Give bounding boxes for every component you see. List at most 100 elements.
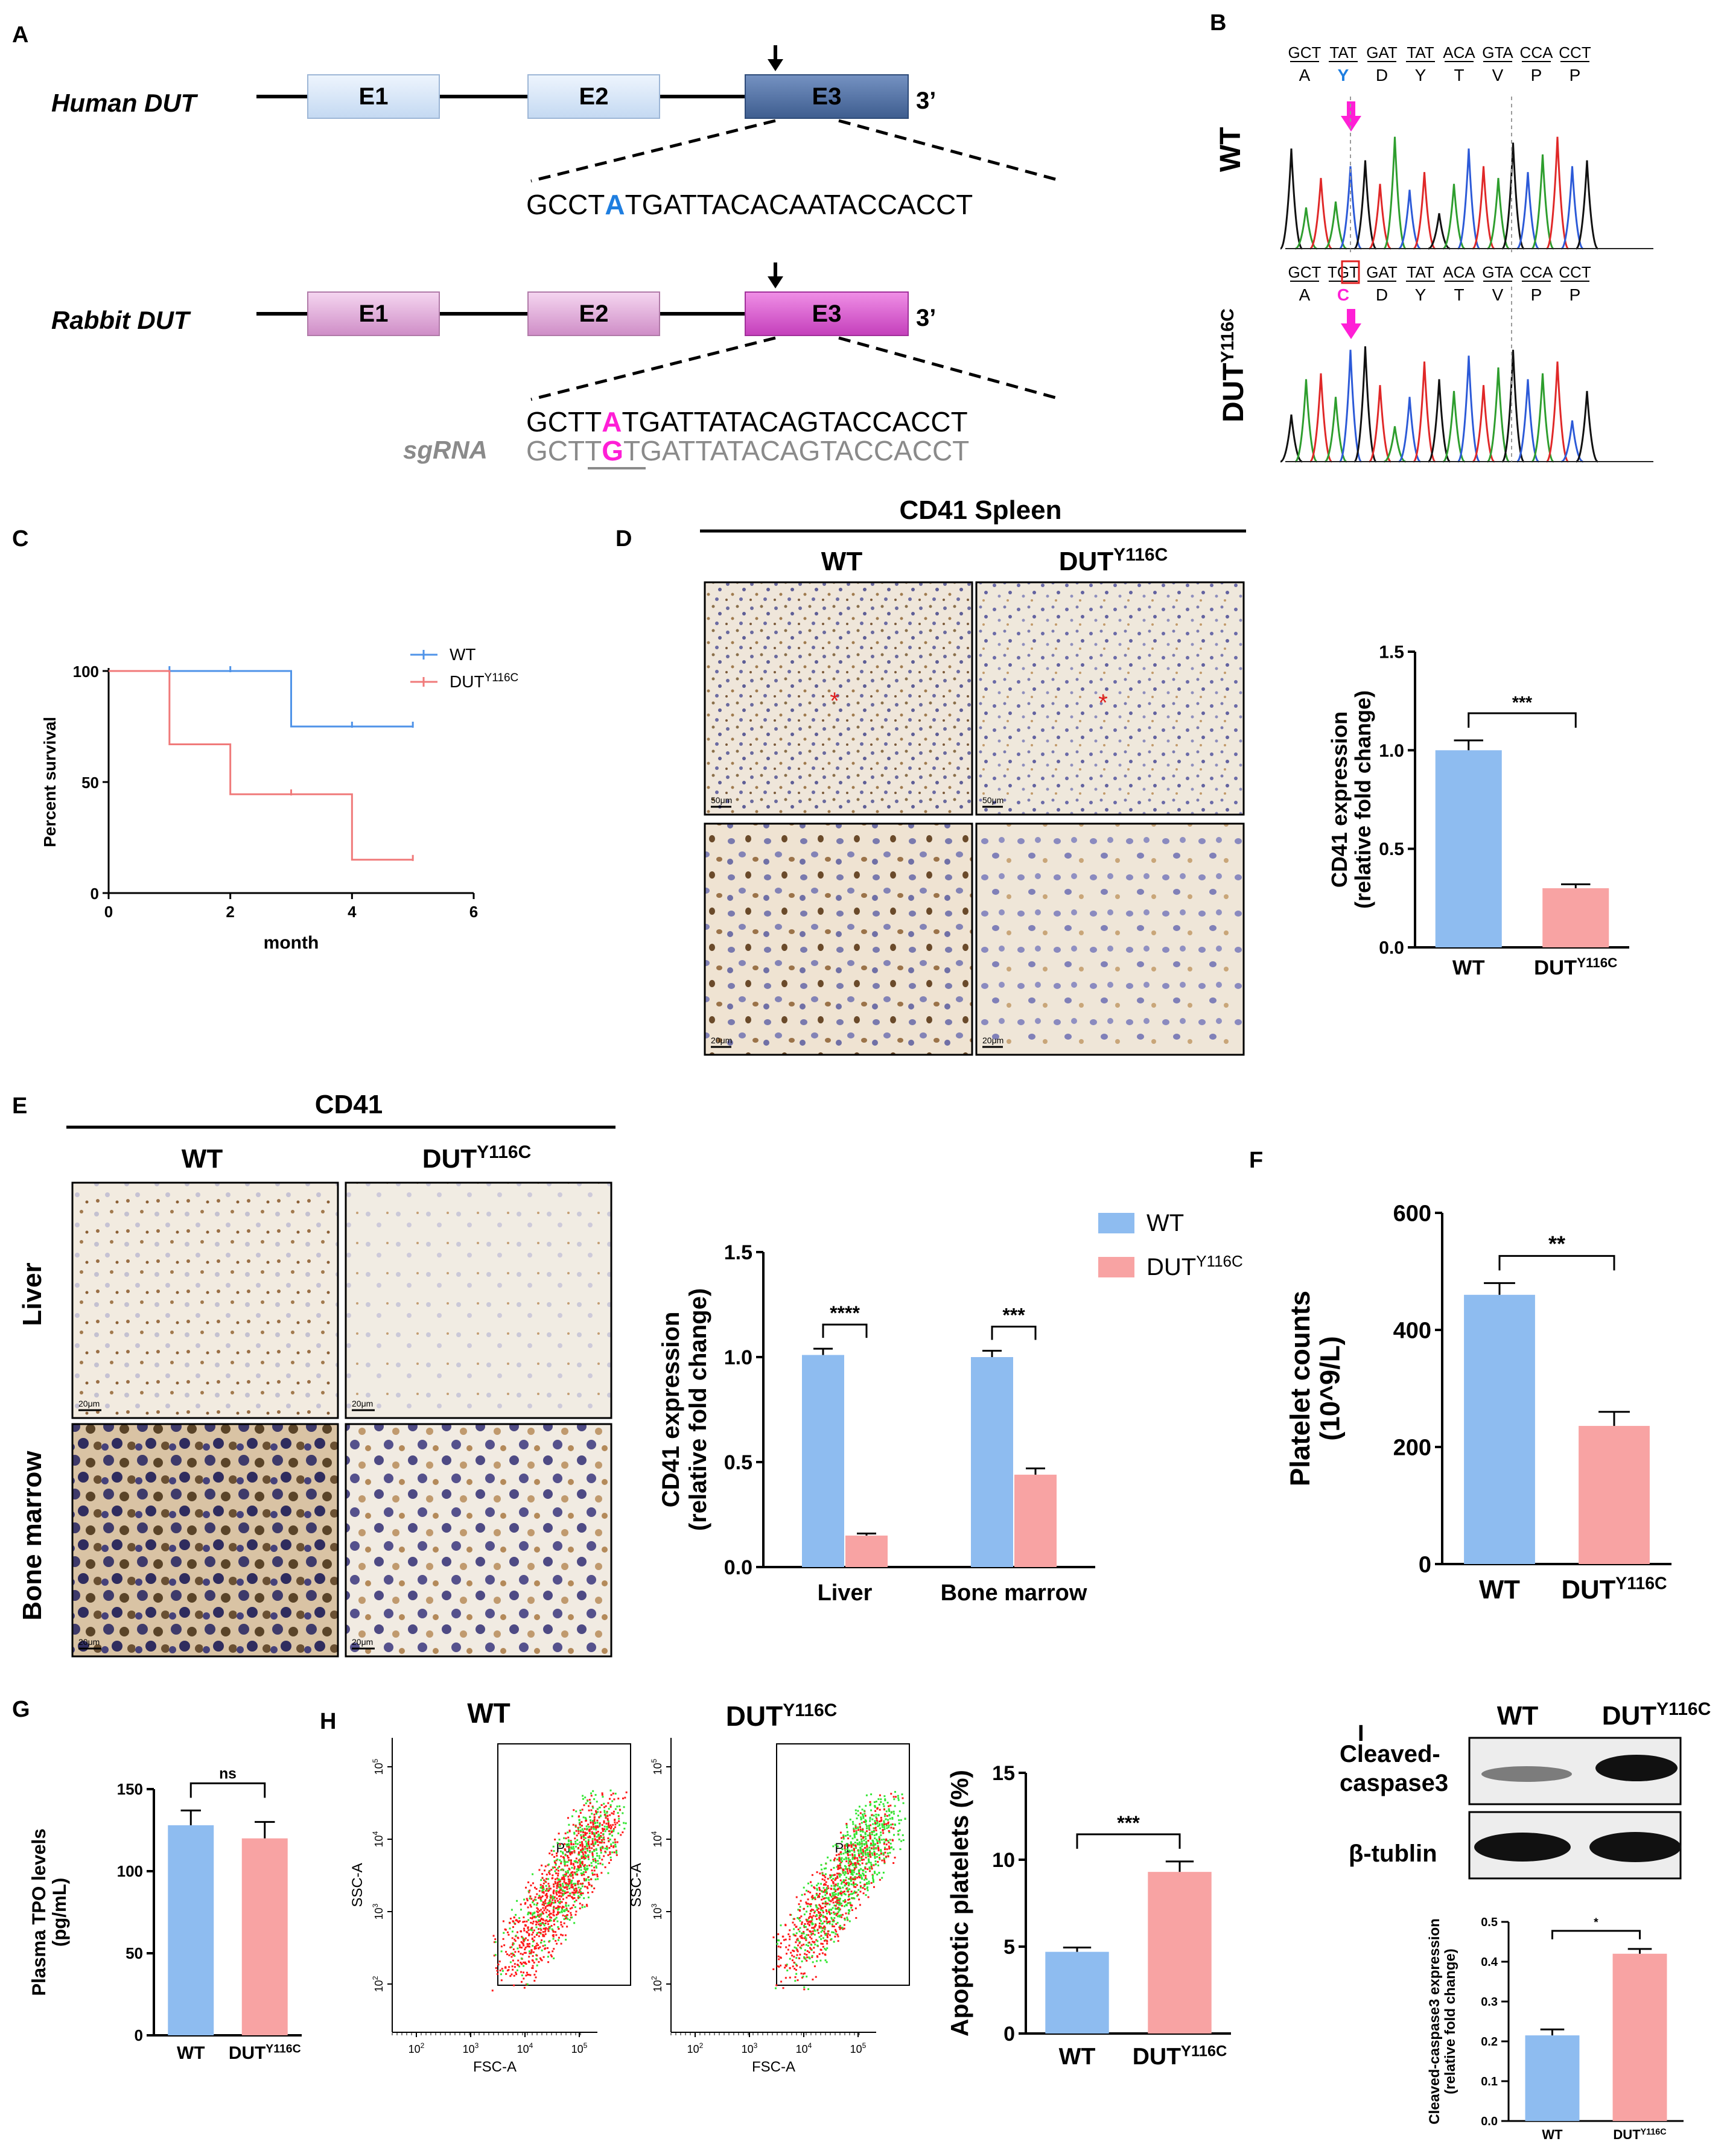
amino-acid: P <box>1570 285 1581 304</box>
bar-dut <box>1579 1426 1650 1564</box>
apoptotic-platelet-bar-chart: 0 5 10 15 WT DUTY116C *** Apoptotic platelets (… <box>946 1762 1231 2070</box>
legend-swatch-wt <box>1098 1213 1134 1233</box>
sgrna-label: sgRNA <box>403 436 488 464</box>
flow-gate <box>776 1743 910 1986</box>
flow-y-tick-label: 102 <box>650 1976 664 1992</box>
human-3prime-label: 3’ <box>916 87 936 114</box>
panel-d-label: D <box>615 526 632 552</box>
y-axis-label: Percent survival <box>40 717 59 847</box>
trace-peak <box>1546 136 1569 250</box>
amino-acid: D <box>1376 66 1388 84</box>
panel-h: H WT DUTY116C 102102103103104104105105FS… <box>320 1697 1231 2075</box>
mut-follicle-asterisk-icon: * <box>1098 690 1108 716</box>
flow-y-tick-label: 102 <box>371 1976 385 1992</box>
trace-peak <box>1309 177 1332 250</box>
y-tick-label: 5 <box>1003 1936 1015 1959</box>
panel-i: I WT DUTY116C Cleaved- caspase3 β-tublin… <box>1340 1699 1711 2142</box>
y-tick-label: 200 <box>1393 1435 1431 1460</box>
significance-bracket <box>1551 1930 1641 1939</box>
significance-label: ** <box>1548 1231 1565 1256</box>
panel-e-title: CD41 <box>315 1090 383 1119</box>
blot1-label-line2: caspase3 <box>1340 1770 1448 1796</box>
y-tick-label: 0.0 <box>1379 938 1404 958</box>
bar-wt <box>1464 1294 1535 1564</box>
flow-y-tick-label: 105 <box>371 1758 385 1775</box>
y-tick-label: 1.5 <box>724 1241 752 1264</box>
flow-gate <box>497 1743 631 1986</box>
amino-acid: A <box>1299 285 1311 304</box>
trace-peak <box>1457 148 1480 250</box>
amino-acid: C <box>1337 285 1349 304</box>
spleen-cd41-bar-chart: 0.0 0.5 1.0 1.5 WT DUTY116C *** CD41 expression… <box>1327 643 1629 979</box>
trace-peak <box>1280 148 1303 250</box>
y-tick-label: 0.5 <box>724 1451 752 1474</box>
y-tick-label: 50 <box>81 774 99 792</box>
codon: TAT <box>1407 263 1434 281</box>
y-axis-label: Apoptotic platelets (%) <box>946 1770 973 2037</box>
flow-title-mut: DUTY116C <box>726 1700 838 1732</box>
amino-acid: P <box>1531 66 1542 84</box>
panel-i-label: I <box>1358 1721 1364 1746</box>
blot1-label-line1: Cleaved- <box>1340 1741 1440 1767</box>
panel-b: B WT DUTY116C GCTATATYGATDTATYACATGTAVCC… <box>1210 10 1653 463</box>
codon: GTA <box>1482 263 1513 281</box>
y-axis-label: Plasma TPO levels <box>28 1828 49 1995</box>
flow-y-tick-label: 103 <box>650 1903 664 1919</box>
category-label: DUTY116C <box>1561 1574 1667 1604</box>
legend-label-wt: WT <box>450 645 476 664</box>
category-label: WT <box>1542 2127 1563 2142</box>
panel-e-label: E <box>12 1093 27 1119</box>
band-wt-tubulin <box>1474 1833 1571 1862</box>
y-tick-label: 0 <box>1003 2023 1015 2046</box>
flow-x-tick-label: 103 <box>463 2041 479 2055</box>
band-mut-tubulin <box>1589 1832 1681 1862</box>
panel-d-col-wt: WT <box>821 547 863 576</box>
significance-label: * <box>1594 1916 1598 1929</box>
trace-peak <box>1353 160 1377 250</box>
wt-pointer-arrow-icon <box>1341 101 1361 132</box>
x-tick-label: 0 <box>104 903 113 921</box>
rabbit-exon-2 <box>527 291 660 336</box>
flow-y-tick-label: 104 <box>650 1831 664 1847</box>
flow-y-label: SSC-A <box>628 1863 644 1907</box>
scale-label-e4: 20μm <box>352 1637 373 1647</box>
human-zoom-line-right <box>838 119 1063 183</box>
y-axis-label-units: (relative fold change) <box>685 1288 711 1531</box>
scale-label-e2: 20μm <box>352 1399 373 1408</box>
rabbit-arrow-icon <box>768 262 783 288</box>
significance-bracket <box>1076 1833 1181 1849</box>
codon: GCT <box>1288 263 1321 281</box>
flow-title-wt: WT <box>467 1697 510 1729</box>
significance-label: *** <box>1117 1812 1140 1834</box>
panel-b-wt-label: WT <box>1215 127 1247 172</box>
legend-label-mut: DUTY116C <box>450 672 518 691</box>
human-exon-2 <box>527 74 660 119</box>
trace-peak <box>1576 160 1598 250</box>
rabbit-dut-label: Rabbit DUT <box>51 306 191 334</box>
liver-mut-image <box>345 1181 612 1419</box>
scale-label-e3: 20μm <box>78 1637 100 1647</box>
liver-wt-image <box>71 1181 339 1419</box>
category-label: WT <box>1452 956 1485 979</box>
y-axis-label-units: (pg/mL) <box>49 1878 70 1947</box>
amino-acid: D <box>1376 285 1388 304</box>
x-tick-label: 4 <box>348 903 357 921</box>
scale-label-d2: 50μm <box>982 795 1003 805</box>
y-tick-label: 600 <box>1393 1201 1431 1226</box>
amino-acid: T <box>1454 285 1464 304</box>
rabbit-exon-3 <box>745 291 909 336</box>
wt-follicle-asterisk-icon: * <box>830 688 839 714</box>
bm-mut-image <box>345 1423 612 1658</box>
band-wt-caspase3 <box>1481 1766 1572 1782</box>
human-dut-label: Human DUT <box>51 89 199 117</box>
spleen-wt-overview-image <box>704 581 973 816</box>
trace-peak <box>1501 142 1525 250</box>
codon: TAT <box>1329 43 1356 62</box>
codon: ACA <box>1443 263 1475 281</box>
codon: CCA <box>1520 43 1554 62</box>
bar-liver-mut <box>845 1535 888 1567</box>
bar-dut <box>1148 1872 1212 2034</box>
bar-wt <box>1045 1951 1109 2034</box>
